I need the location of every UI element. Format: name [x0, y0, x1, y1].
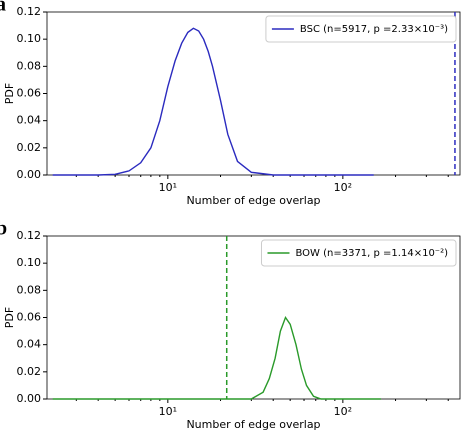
- panel-label: a: [0, 0, 6, 16]
- y-tick-label: 0.12: [17, 229, 42, 242]
- y-tick-label: 0.02: [17, 365, 42, 378]
- x-axis-label: Number of edge overlap: [186, 418, 320, 431]
- x-tick-label: 10¹: [159, 405, 177, 418]
- y-tick-label: 0.10: [17, 32, 42, 45]
- legend-label: BOW (n=3371, p =1.14×10⁻²): [295, 248, 448, 259]
- x-tick-label: 10²: [334, 405, 352, 418]
- x-axis-label: Number of edge overlap: [186, 194, 320, 207]
- y-tick-label: 0.08: [17, 59, 42, 72]
- y-tick-label: 0.10: [17, 256, 42, 269]
- series-line: [52, 27, 374, 176]
- y-tick-label: 0.08: [17, 283, 42, 296]
- legend-box: [265, 15, 457, 43]
- x-tick-label: 10²: [334, 181, 352, 194]
- y-tick-label: 0.00: [17, 392, 42, 405]
- y-tick-label: 0.06: [17, 311, 42, 324]
- y-tick-label: 0.02: [17, 141, 42, 154]
- y-tick-label: 0.00: [17, 168, 42, 181]
- panel-label: b: [0, 218, 7, 240]
- legend-label: BSC (n=5917, p =2.33×10⁻³): [300, 24, 448, 35]
- legend-box: [260, 239, 457, 267]
- series-line: [52, 316, 381, 400]
- y-tick-label: 0.12: [17, 5, 42, 18]
- x-tick-label: 10¹: [159, 181, 177, 194]
- y-axis-label: PDF: [3, 83, 16, 104]
- y-tick-label: 0.04: [17, 338, 42, 351]
- y-axis-label: PDF: [3, 307, 16, 328]
- y-tick-label: 0.04: [17, 114, 42, 127]
- y-tick-label: 0.06: [17, 87, 42, 100]
